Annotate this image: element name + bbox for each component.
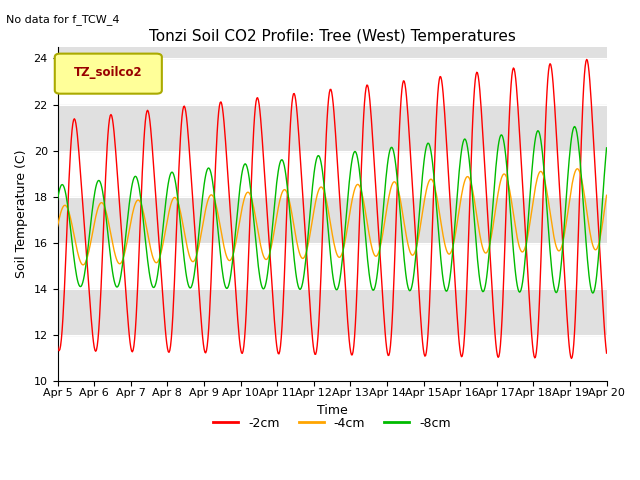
-8cm (399, 240, 406, 246)
Bar (314, 47, 387, 381)
-4cm (177, 209, 184, 215)
-2cm (63, 213, 71, 219)
-8cm (415, 218, 422, 224)
-2cm (176, 149, 184, 155)
-2cm (399, 81, 406, 86)
Text: No data for f_TCW_4: No data for f_TCW_4 (6, 14, 120, 25)
Bar (277, 47, 350, 381)
Bar (497, 47, 570, 381)
-8cm (589, 290, 596, 296)
-8cm (571, 124, 579, 130)
-2cm (54, 343, 61, 349)
Bar (58, 197, 607, 242)
-4cm (63, 205, 71, 211)
-8cm (54, 197, 61, 203)
-8cm (120, 250, 128, 255)
Bar (58, 12, 607, 59)
Bar (167, 47, 241, 381)
Bar (58, 47, 131, 381)
Bar (58, 242, 607, 288)
-2cm (583, 57, 591, 62)
Bar (58, 59, 607, 105)
Bar (58, 288, 607, 335)
Line: -2cm: -2cm (58, 60, 607, 359)
-4cm (415, 228, 423, 234)
-4cm (54, 224, 61, 229)
Bar (58, 335, 607, 381)
-4cm (121, 250, 129, 256)
Line: -8cm: -8cm (58, 127, 607, 293)
Title: Tonzi Soil CO2 Profile: Tree (West) Temperatures: Tonzi Soil CO2 Profile: Tree (West) Temp… (148, 29, 515, 44)
Bar (387, 47, 460, 381)
-8cm (205, 165, 212, 171)
Bar (241, 47, 314, 381)
-4cm (573, 166, 581, 172)
Y-axis label: Soil Temperature (C): Soil Temperature (C) (15, 150, 28, 278)
Line: -4cm: -4cm (58, 169, 607, 265)
-4cm (79, 262, 87, 268)
X-axis label: Time: Time (317, 404, 348, 417)
Bar (131, 47, 204, 381)
Bar (350, 47, 424, 381)
-8cm (603, 145, 611, 151)
-2cm (568, 356, 575, 361)
-8cm (176, 213, 184, 219)
-2cm (205, 325, 212, 331)
Bar (94, 47, 167, 381)
-8cm (63, 201, 71, 207)
Bar (58, 151, 607, 197)
-2cm (415, 285, 422, 290)
-2cm (603, 350, 611, 356)
Bar (460, 47, 533, 381)
FancyBboxPatch shape (55, 54, 162, 94)
-4cm (399, 216, 407, 221)
Bar (204, 47, 277, 381)
Text: TZ_soilco2: TZ_soilco2 (74, 67, 143, 80)
Bar (533, 47, 607, 381)
-4cm (603, 192, 611, 198)
Bar (570, 47, 607, 381)
-4cm (205, 193, 213, 199)
-2cm (120, 263, 128, 268)
Legend: -2cm, -4cm, -8cm: -2cm, -4cm, -8cm (209, 411, 456, 434)
Bar (424, 47, 497, 381)
Bar (58, 105, 607, 151)
